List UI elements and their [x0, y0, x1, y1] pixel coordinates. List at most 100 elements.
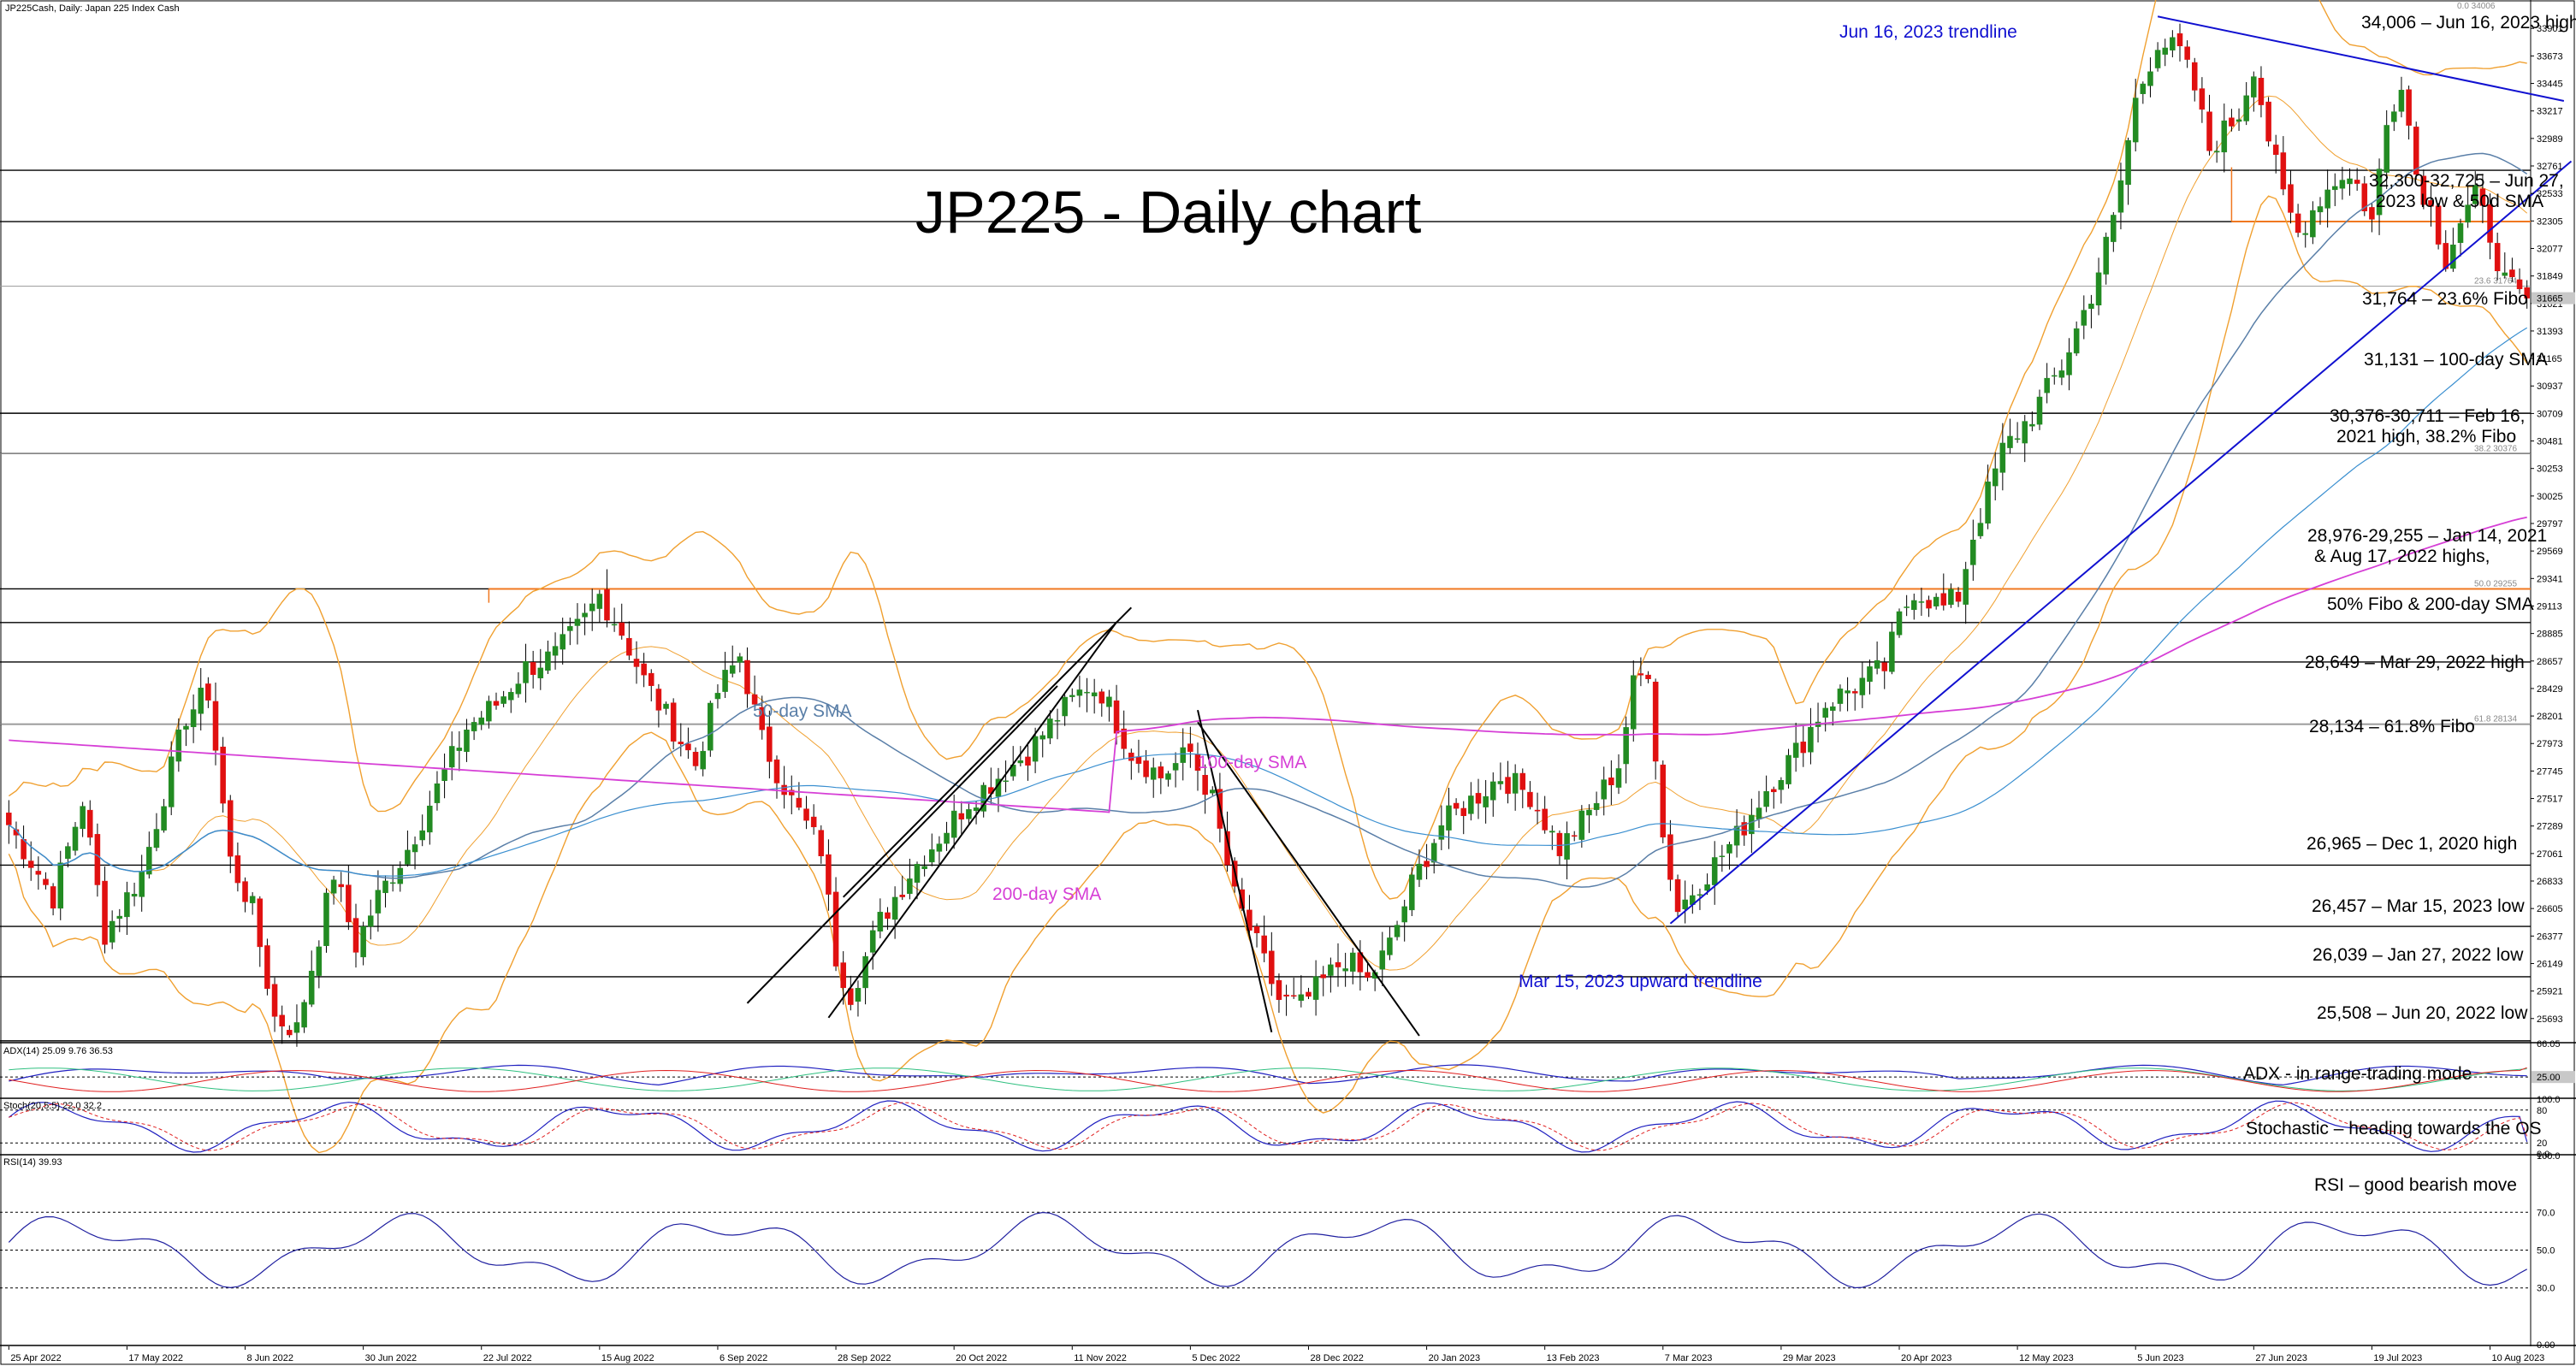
candle-body	[1549, 831, 1555, 833]
candle-body	[751, 694, 758, 705]
candle-body	[2258, 78, 2265, 105]
price-tick-label: 25921	[2537, 987, 2563, 997]
candle-body	[441, 769, 447, 781]
candle-body	[582, 612, 588, 618]
candle-body	[183, 725, 189, 730]
candle-body	[2288, 184, 2294, 213]
candle-body	[2162, 47, 2169, 55]
candle-body	[220, 746, 226, 804]
candle-body	[1342, 968, 1348, 972]
price-tick-label: 26149	[2537, 959, 2563, 969]
channel-line-upper	[842, 606, 1133, 898]
candle-body	[604, 588, 610, 621]
candle-body	[803, 808, 809, 821]
candle-body	[1025, 756, 1031, 766]
candle-body	[1881, 662, 1888, 671]
candle-body	[2265, 101, 2271, 142]
candle-body	[574, 618, 581, 626]
fibo-label: 38.2 30376	[2474, 444, 2517, 453]
price-tick-label: 33217	[2537, 107, 2563, 117]
candle-body	[1424, 860, 1430, 867]
candle-body	[1054, 720, 1061, 722]
level-label-line2: 2023 low & 50d SMA	[2376, 192, 2543, 211]
candle-body	[500, 696, 506, 704]
candle-body	[1209, 789, 1216, 794]
level-label: 25,508 – Jun 20, 2022 low	[2317, 1003, 2528, 1023]
candle-body	[2170, 37, 2176, 50]
candle-body	[626, 637, 632, 656]
candle-body	[678, 742, 684, 745]
candle-body	[1726, 843, 1732, 854]
time-tick-label: 19 Jul 2023	[2373, 1353, 2422, 1363]
candle-body	[1261, 935, 1267, 954]
candle-body	[1135, 756, 1142, 764]
candle-body	[419, 830, 425, 841]
candle-body	[1719, 855, 1726, 858]
symbol-info: JP225Cash, Daily: Japan 225 Index Cash	[5, 3, 180, 14]
candle-body	[1637, 673, 1644, 676]
level-label: 31,131 – 100-day SMA	[2364, 350, 2548, 370]
candle-body	[1800, 742, 1807, 754]
candle-body	[2280, 152, 2287, 190]
channel-line-lower	[827, 621, 1117, 1019]
candle-body	[1845, 690, 1851, 694]
candle-body	[1770, 789, 1777, 793]
candle-body	[2103, 236, 2109, 275]
candle-body	[552, 646, 559, 656]
candle-body	[323, 892, 329, 946]
candle-body	[1630, 675, 1637, 730]
candle-body	[234, 855, 241, 884]
time-tick-label: 20 Jan 2023	[1429, 1353, 1481, 1363]
candle-body	[2014, 438, 2021, 441]
candle-body	[523, 661, 529, 683]
candle-body	[700, 750, 706, 770]
candle-body	[1438, 825, 1445, 840]
candle-body	[648, 672, 654, 686]
candle-body	[1741, 822, 1748, 836]
price-tick-label: 33901	[2537, 24, 2563, 34]
candle-body	[2154, 50, 2161, 68]
candle-body	[412, 844, 418, 853]
candle-body	[1940, 593, 1947, 606]
candle-body	[619, 622, 625, 636]
candle-body	[2457, 222, 2464, 243]
sma200-label: 200-day SMA	[992, 884, 1101, 904]
channel-line-mid	[746, 685, 1058, 1004]
candle-body	[279, 1014, 285, 1027]
candle-body	[1460, 807, 1467, 816]
price-tick-label: 28201	[2537, 712, 2563, 722]
price-tick-label: 29797	[2537, 519, 2563, 529]
candle-body	[293, 1022, 300, 1033]
candle-body	[515, 683, 522, 695]
candle-body	[1128, 752, 1134, 761]
candle-body	[1069, 695, 1075, 697]
candle-body	[1601, 779, 1608, 800]
candle-body	[1859, 677, 1866, 695]
candle-body	[885, 912, 891, 920]
candle-body	[1910, 600, 1917, 611]
candle-body	[1076, 689, 1083, 696]
candle-body	[1394, 925, 1401, 937]
candle-body	[862, 955, 868, 989]
candle-body	[567, 626, 573, 631]
candle-body	[744, 659, 750, 695]
candle-body	[1578, 810, 1585, 840]
time-tick-label: 28 Sep 2022	[838, 1353, 891, 1363]
candle-body	[50, 886, 56, 909]
time-tick-label: 20 Oct 2022	[956, 1353, 1007, 1363]
stoch-note: Stochastic – heading towards the OS	[2246, 1119, 2542, 1138]
level-label: 28,976-29,255 – Jan 14, 2021	[2307, 526, 2547, 546]
candle-body	[1468, 795, 1474, 814]
candle-body	[1453, 802, 1460, 809]
candle-body	[301, 1002, 307, 1028]
candle-body	[471, 722, 477, 731]
price-tick-label: 31393	[2537, 327, 2563, 337]
current-price-label: 31665	[2537, 294, 2563, 305]
candle-body	[818, 830, 825, 856]
price-tick-label: 25693	[2537, 1014, 2563, 1025]
candle-body	[116, 915, 123, 920]
candle-body	[1365, 972, 1371, 979]
time-tick-label: 5 Jun 2023	[2137, 1353, 2183, 1363]
candle-body	[1349, 952, 1356, 972]
